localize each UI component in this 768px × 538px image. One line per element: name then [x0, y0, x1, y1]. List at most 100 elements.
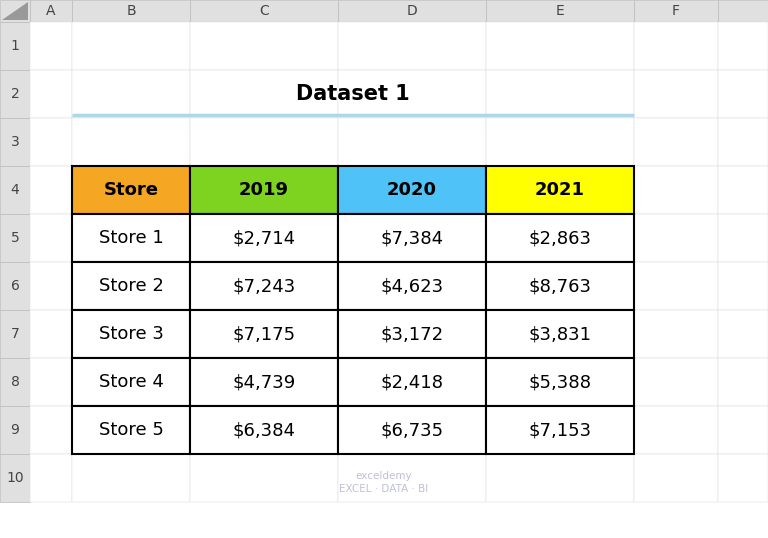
Bar — [338, 0, 486, 22]
Text: 2019: 2019 — [239, 181, 289, 199]
Bar — [338, 310, 486, 358]
Text: $2,714: $2,714 — [233, 229, 296, 247]
Bar — [0, 406, 30, 454]
Bar — [486, 358, 634, 406]
Text: D: D — [406, 4, 417, 18]
Bar — [30, 454, 72, 502]
Bar — [190, 358, 338, 406]
Text: Store 4: Store 4 — [98, 373, 164, 391]
Bar — [486, 454, 634, 502]
Text: $7,243: $7,243 — [233, 277, 296, 295]
Bar — [30, 406, 72, 454]
Text: $5,388: $5,388 — [528, 373, 591, 391]
Bar — [338, 262, 486, 310]
Text: Store 3: Store 3 — [98, 325, 164, 343]
Bar — [72, 358, 190, 406]
Bar — [338, 118, 486, 166]
Bar — [634, 0, 718, 22]
Bar — [72, 214, 190, 262]
Bar — [634, 358, 718, 406]
Bar — [190, 22, 338, 70]
Text: E: E — [555, 4, 564, 18]
Bar — [718, 70, 768, 118]
Bar — [486, 22, 634, 70]
Text: exceldemy
EXCEL · DATA · BI: exceldemy EXCEL · DATA · BI — [339, 471, 429, 494]
Text: 3: 3 — [11, 135, 19, 149]
Bar — [72, 118, 190, 166]
Bar — [718, 22, 768, 70]
Text: $3,831: $3,831 — [528, 325, 591, 343]
Bar — [190, 214, 338, 262]
Text: 8: 8 — [11, 375, 19, 389]
Text: $3,172: $3,172 — [380, 325, 444, 343]
Bar — [30, 214, 72, 262]
Text: Store 2: Store 2 — [98, 277, 164, 295]
Bar — [0, 118, 30, 166]
Bar — [338, 166, 486, 214]
Bar — [486, 214, 634, 262]
Text: $2,863: $2,863 — [528, 229, 591, 247]
Bar — [634, 454, 718, 502]
Bar — [634, 262, 718, 310]
Bar — [30, 118, 72, 166]
Text: Store 5: Store 5 — [98, 421, 164, 439]
Bar — [30, 22, 72, 70]
Bar — [0, 166, 30, 214]
Bar — [30, 358, 72, 406]
Bar — [338, 22, 486, 70]
Bar — [486, 310, 634, 358]
Bar — [338, 214, 486, 262]
Bar — [718, 166, 768, 214]
Bar — [634, 22, 718, 70]
Text: Store 1: Store 1 — [98, 229, 164, 247]
Bar — [72, 406, 190, 454]
Bar — [718, 118, 768, 166]
Bar — [72, 0, 190, 22]
Text: Store: Store — [104, 181, 158, 199]
Bar — [0, 0, 30, 22]
Text: $7,153: $7,153 — [528, 421, 591, 439]
Text: 9: 9 — [11, 423, 19, 437]
Bar — [72, 262, 190, 310]
Bar — [30, 166, 72, 214]
Bar — [338, 358, 486, 406]
Bar — [486, 118, 634, 166]
Bar — [0, 214, 30, 262]
Bar — [72, 358, 190, 406]
Bar — [72, 262, 190, 310]
Text: F: F — [672, 4, 680, 18]
Bar — [190, 166, 338, 214]
Polygon shape — [2, 2, 28, 20]
Bar — [718, 358, 768, 406]
Text: $7,384: $7,384 — [380, 229, 444, 247]
Bar — [718, 406, 768, 454]
Bar — [338, 262, 486, 310]
Bar — [486, 406, 634, 454]
Bar — [486, 406, 634, 454]
Bar — [634, 214, 718, 262]
Bar — [634, 166, 718, 214]
Bar — [190, 70, 338, 118]
Text: 6: 6 — [11, 279, 19, 293]
Bar — [338, 214, 486, 262]
Bar — [72, 406, 190, 454]
Text: 1: 1 — [11, 39, 19, 53]
Bar — [72, 70, 190, 118]
Bar — [72, 454, 190, 502]
Bar — [190, 214, 338, 262]
Text: 2021: 2021 — [535, 181, 585, 199]
Bar — [72, 214, 190, 262]
Bar — [190, 118, 338, 166]
Bar — [0, 262, 30, 310]
Bar — [718, 310, 768, 358]
Bar — [718, 262, 768, 310]
Bar — [190, 358, 338, 406]
Bar — [634, 406, 718, 454]
Text: $4,739: $4,739 — [233, 373, 296, 391]
Bar — [30, 262, 72, 310]
Bar — [30, 310, 72, 358]
Bar — [718, 454, 768, 502]
Bar — [486, 262, 634, 310]
Bar — [190, 310, 338, 358]
Text: $8,763: $8,763 — [528, 277, 591, 295]
